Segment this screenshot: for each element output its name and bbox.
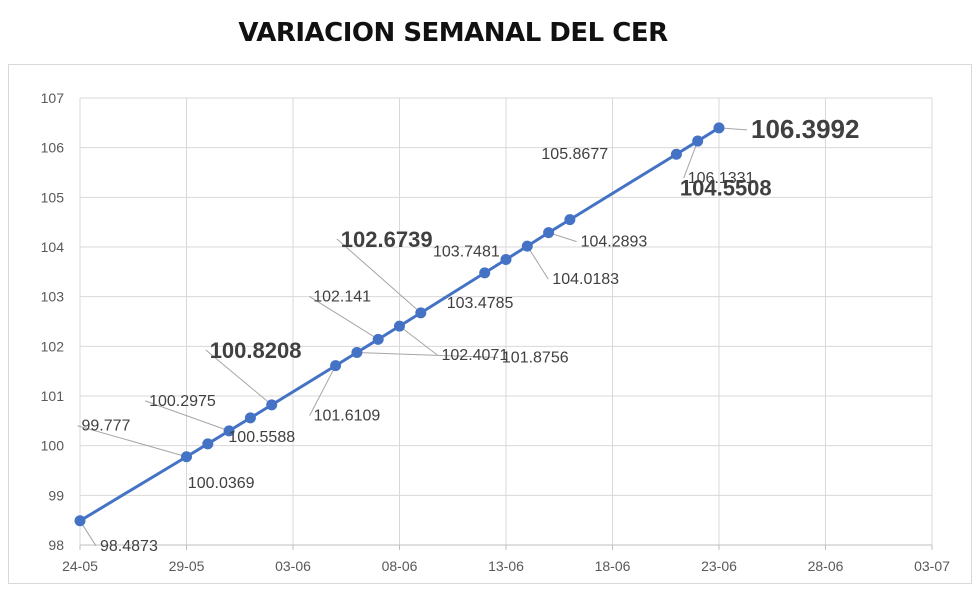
data-point (564, 214, 576, 226)
data-point (521, 240, 533, 252)
data-label: 102.6739 (341, 227, 433, 252)
data-label: 105.8677 (541, 146, 608, 163)
leader-line (77, 425, 187, 458)
data-label: 101.6109 (314, 408, 381, 425)
y-tick-label: 101 (41, 388, 65, 404)
data-point (670, 148, 682, 160)
leader-line (309, 365, 337, 416)
data-point (692, 135, 704, 147)
x-tick-label: 23-06 (701, 558, 737, 574)
leader-line (399, 325, 438, 356)
data-point (266, 399, 278, 411)
y-tick-label: 106 (41, 140, 65, 156)
x-tick-label: 03-06 (275, 558, 311, 574)
axes: 98 99 100 101 102 103 104 105 106 107 24-05 29-05 03… (41, 90, 950, 574)
leader-line (144, 400, 230, 432)
data-label: 104.2893 (581, 234, 648, 251)
leader-line (683, 140, 699, 179)
y-tick-label: 99 (48, 487, 64, 503)
data-point (74, 515, 86, 527)
data-label: 103.4785 (447, 295, 514, 312)
data-label: 106.3992 (751, 114, 859, 144)
x-tick-label: 24-05 (62, 558, 98, 574)
data-point (181, 451, 192, 463)
y-tick-label: 107 (41, 90, 65, 106)
data-label: 104.5508 (680, 176, 772, 201)
chart-frame (8, 64, 972, 584)
chart-title: VARIACION SEMANAL DEL CER (238, 18, 668, 48)
data-label: 106.1331 (688, 170, 755, 187)
x-tick-label: 29-05 (169, 558, 205, 574)
data-label: 98.4873 (100, 538, 158, 555)
y-tick-label: 104 (41, 239, 65, 255)
data-label: 102.141 (313, 288, 371, 305)
x-tick-label: 18-06 (595, 558, 631, 574)
data-label: 100.2975 (149, 393, 216, 410)
y-tick-label: 102 (41, 338, 65, 354)
y-tick-label: 100 (41, 438, 65, 454)
y-tick-label: 103 (41, 289, 65, 305)
data-label: 100.0369 (188, 475, 255, 492)
leader-line (205, 349, 273, 406)
data-label: 100.5588 (228, 429, 295, 446)
leader-line (336, 238, 422, 314)
data-label: 102.4071 (442, 347, 509, 364)
grid (79, 97, 933, 546)
data-label: 101.8756 (502, 350, 569, 367)
leader-line (526, 245, 549, 280)
x-tick-label: 08-06 (382, 558, 418, 574)
data-point (330, 360, 342, 372)
data-point (500, 254, 512, 266)
y-tick-label: 105 (41, 189, 65, 205)
y-tick-label: 98 (48, 537, 64, 553)
data-point (244, 412, 256, 424)
x-tick-label: 13-06 (488, 558, 524, 574)
data-label: 104.0183 (552, 271, 619, 288)
data-label: 100.8208 (210, 338, 302, 363)
x-tick-label: 28-06 (808, 558, 844, 574)
data-point (415, 307, 427, 319)
data-point (351, 347, 363, 359)
leader-line (356, 352, 498, 359)
label-leader-lines (77, 127, 748, 547)
data-point (543, 227, 555, 239)
data-point (713, 122, 725, 134)
data-point (479, 267, 491, 279)
leader-line (308, 295, 379, 340)
data-point (202, 438, 214, 450)
data-point (223, 425, 235, 437)
data-label: 99.777 (82, 418, 131, 435)
data-labels: 98.4873 99.777 100.0369 100.2975 100.5588 100… (82, 114, 860, 555)
x-tick-label: 03-07 (914, 558, 950, 574)
data-points (74, 122, 725, 527)
data-point (394, 320, 405, 332)
data-label: 103.7481 (433, 244, 500, 261)
data-point (372, 333, 384, 345)
